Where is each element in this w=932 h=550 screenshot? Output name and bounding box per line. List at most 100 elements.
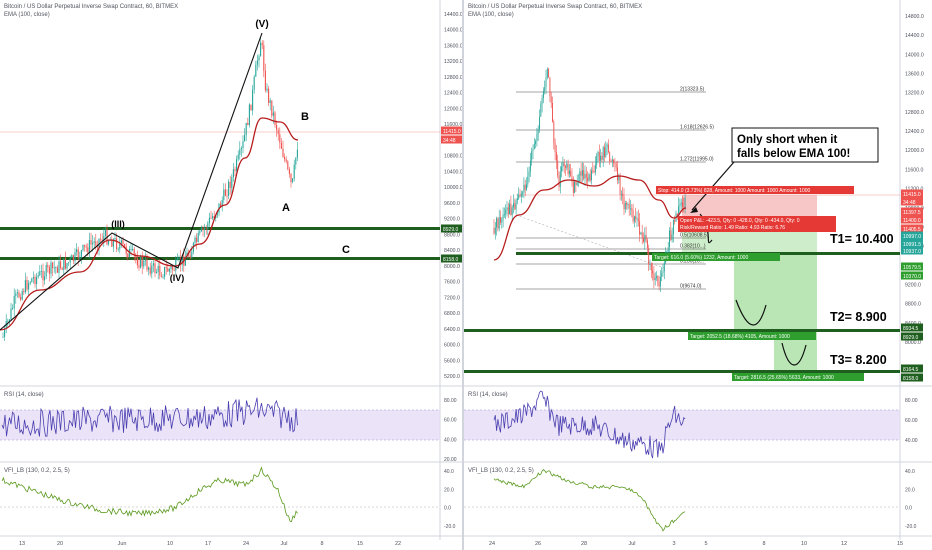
candle-body — [68, 262, 70, 264]
support-level-8158 — [0, 257, 440, 260]
price-axis-label: 40.00 — [905, 438, 918, 444]
price-axis-label: 0.0 — [905, 506, 912, 512]
fib-diagonal — [515, 214, 665, 269]
candle-body — [507, 207, 509, 214]
right-time-label: 3 — [672, 541, 675, 547]
candle-body — [250, 104, 252, 111]
candle-body — [581, 170, 583, 176]
candle-body — [567, 163, 569, 175]
candle-body — [614, 163, 616, 164]
candle-body — [561, 166, 563, 172]
right-chart-panel[interactable]: 2(13323.5) 1.618(12626.5) 1.272(11995.0) 0.… — [464, 0, 932, 550]
candle-body — [263, 45, 265, 71]
candle-body — [516, 198, 518, 201]
candle-body — [526, 184, 527, 190]
target2-label-bg — [688, 332, 816, 340]
price-axis-label: 14000.0 — [905, 52, 924, 58]
candle-body — [684, 197, 686, 208]
left-badge-upper-bg — [441, 224, 462, 233]
candle-body — [277, 130, 279, 135]
candle-body — [69, 257, 71, 263]
candle-body — [162, 276, 164, 278]
candle-body — [597, 151, 599, 157]
candle-body — [500, 217, 501, 223]
candle-body — [682, 202, 683, 207]
price-axis-label: 8800.0 — [905, 302, 921, 308]
right-price-badge: 8934.5 — [903, 326, 919, 332]
right-price-axis: 14800.0 14400.0 14000.0 13600.0 13200.0 12800… — [905, 14, 924, 346]
candle-body — [541, 98, 543, 105]
right-price-badge: 34:48 — [903, 200, 916, 206]
candle-body — [2, 336, 4, 338]
candle-body — [87, 247, 89, 253]
candle-body — [528, 171, 530, 177]
candle-body — [501, 219, 503, 223]
candle-body — [607, 144, 609, 153]
fib-label: 1.272(11995.0) — [680, 157, 714, 163]
candle-body — [71, 255, 73, 258]
price-axis-label: 12400.0 — [905, 129, 924, 135]
candle-body — [31, 278, 33, 283]
candle-body — [149, 267, 151, 274]
candle-body — [104, 229, 106, 236]
candle-body — [583, 170, 585, 179]
target3-label: Target: 2816.5 (25.65%) 5633, Amount: 10… — [734, 375, 834, 381]
candle-body — [232, 169, 234, 178]
right-price-badge: 11415.0 — [903, 192, 921, 198]
candle-body — [146, 259, 148, 270]
right-ema-line — [493, 175, 687, 261]
candle-body — [611, 159, 613, 162]
price-axis-label: 40.00 — [444, 437, 457, 443]
candle-body — [120, 240, 122, 244]
right-price-badge-bg — [901, 364, 923, 373]
price-axis-label: 10800.0 — [444, 154, 462, 160]
candle-body — [213, 216, 215, 218]
right-price-badge: 11397.5 — [903, 210, 921, 216]
candle-body — [141, 256, 143, 267]
right-chart-canvas[interactable]: 2(13323.5) 1.618(12626.5) 1.272(11995.0) 0.… — [464, 0, 932, 550]
right-ema-label: EMA (100, close) — [468, 12, 514, 18]
candle-body — [545, 77, 547, 88]
candle-body — [562, 162, 564, 167]
candle-body — [100, 238, 102, 240]
wave-label-iv: (IV) — [170, 273, 185, 283]
left-badge-lower-bg — [441, 254, 462, 263]
candle-body — [93, 241, 95, 243]
candle-body — [28, 283, 30, 290]
right-rsi-line — [493, 390, 686, 459]
candle-body — [295, 157, 297, 165]
candle-body — [72, 255, 74, 261]
candle-body — [264, 70, 266, 91]
candle-body — [540, 104, 542, 117]
candle-body — [229, 181, 231, 188]
candle-body — [208, 217, 210, 224]
left-rsi-label: RSI (14, close) — [4, 392, 44, 398]
candle-body — [496, 218, 498, 228]
right-price-badge: 10370.0 — [903, 274, 921, 280]
candle-body — [641, 232, 643, 239]
candle-body — [44, 276, 46, 281]
candle-body — [678, 206, 680, 217]
target1-label-bg — [652, 253, 780, 261]
candle-body — [544, 87, 546, 91]
price-axis-label: 80.00 — [444, 398, 457, 404]
right-price-badge-bg — [901, 332, 923, 341]
right-time-label: 15 — [897, 541, 903, 547]
candle-body — [248, 104, 250, 126]
left-chart-panel[interactable]: (III) (IV) (V) A B C 14400.0 14000.0 13600.0 1320… — [0, 0, 462, 550]
candle-body — [527, 176, 529, 185]
candle-body — [600, 155, 602, 161]
left-badge-upper: 8929.0 — [443, 227, 459, 233]
candle-body — [506, 207, 508, 210]
candle-body — [34, 277, 36, 285]
candle-body — [661, 273, 663, 277]
left-chart-canvas[interactable]: (III)(IV)(V)ABC14400.014000.013600.01320… — [0, 0, 462, 550]
right-price-badge-bg — [901, 262, 923, 271]
price-axis-label: 12000.0 — [444, 106, 462, 112]
candle-body — [205, 228, 207, 229]
candle-body — [609, 152, 611, 162]
candle-body — [494, 227, 496, 234]
candle-body — [650, 264, 652, 271]
price-axis-label: 14000.0 — [444, 28, 462, 34]
right-price-badge-bg — [901, 189, 923, 198]
